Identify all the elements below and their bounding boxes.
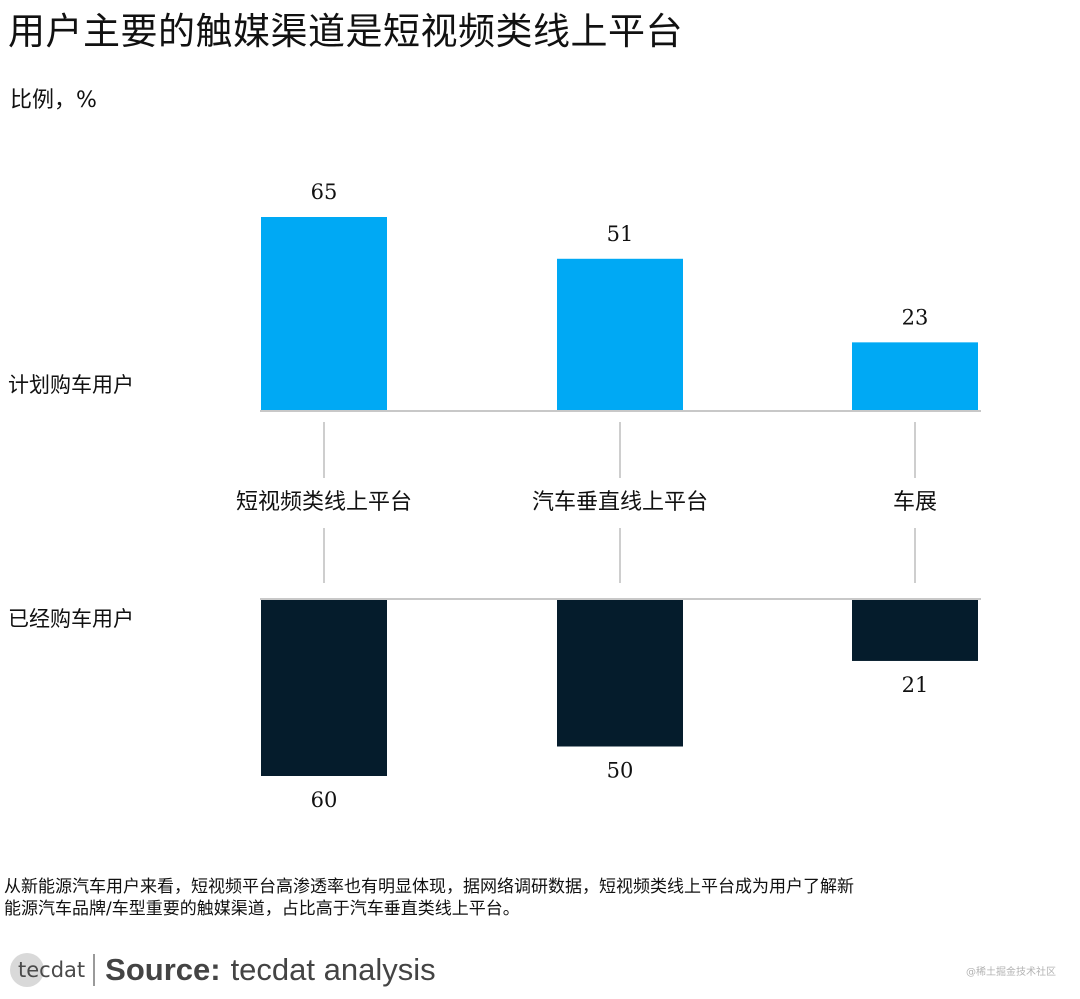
- value-label-planned-2: 51: [607, 222, 634, 246]
- source-value: tecdat analysis: [231, 952, 436, 988]
- tecdat-logo: tecdat: [10, 954, 95, 986]
- bar-planned-2: [557, 259, 683, 411]
- value-label-planned-1: 65: [311, 180, 338, 204]
- source-label: Source:: [105, 952, 220, 988]
- category-label-2: 汽车垂直线上平台: [532, 490, 708, 515]
- value-label-purchased-1: 60: [311, 788, 338, 812]
- bar-planned-1: [261, 217, 387, 411]
- series-label-1: 计划购车用户: [8, 373, 134, 397]
- value-label-planned-3: 23: [902, 305, 929, 329]
- category-label-1: 短视频类线上平台: [236, 490, 412, 515]
- footnote: 从新能源汽车用户来看，短视频平台高渗透率也有明显体现，据网络调研数据，短视频类线…: [4, 876, 1078, 920]
- footnote-line-2: 能源汽车品牌/车型重要的触媒渠道，占比高于汽车垂直类线上平台。: [4, 898, 1078, 920]
- logo-text: tecdat: [18, 958, 85, 982]
- series-label-2: 已经购车用户: [8, 607, 134, 631]
- bar-purchased-2: [557, 599, 683, 747]
- source-line: tecdat Source: tecdat analysis: [10, 950, 436, 990]
- watermark: @稀土掘金技术社区: [966, 963, 1056, 978]
- value-label-purchased-3: 21: [902, 673, 929, 697]
- value-label-purchased-2: 50: [607, 759, 634, 783]
- category-label-3: 车展: [893, 490, 937, 515]
- bar-planned-3: [852, 342, 978, 411]
- bar-purchased-1: [261, 599, 387, 776]
- footnote-line-1: 从新能源汽车用户来看，短视频平台高渗透率也有明显体现，据网络调研数据，短视频类线…: [4, 876, 1078, 898]
- bar-purchased-3: [852, 599, 978, 661]
